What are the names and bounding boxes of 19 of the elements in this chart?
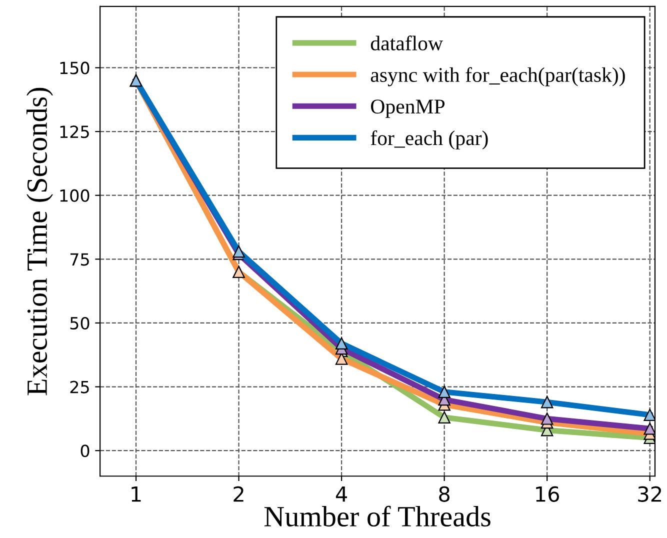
legend-label: for_each (par) <box>370 130 488 150</box>
x-tick-label: 16 <box>536 486 560 502</box>
x-tick-label: 8 <box>439 486 450 502</box>
x-tick-label: 4 <box>336 486 348 502</box>
y-tick-label: 0 <box>80 444 90 458</box>
x-tick-label: 2 <box>234 486 244 502</box>
y-tick-label: 100 <box>60 189 90 202</box>
y-tick-label: 50 <box>70 316 90 330</box>
y-tick-label: 125 <box>60 125 89 138</box>
x-tick-label: 32 <box>638 486 662 502</box>
y-axis-title: Execution Time (Seconds) <box>26 88 53 396</box>
y-tick-label: 150 <box>60 62 90 74</box>
x-tick-label: 1 <box>132 486 141 502</box>
legend-label: async with for_each(par(task)) <box>370 67 625 86</box>
legend-label: dataflow <box>370 36 443 50</box>
x-axis-title: Number of Threads <box>264 506 490 527</box>
y-tick-label: 75 <box>70 253 89 266</box>
y-tick-label: 25 <box>70 380 89 394</box>
legend-label: OpenMP <box>371 100 445 118</box>
